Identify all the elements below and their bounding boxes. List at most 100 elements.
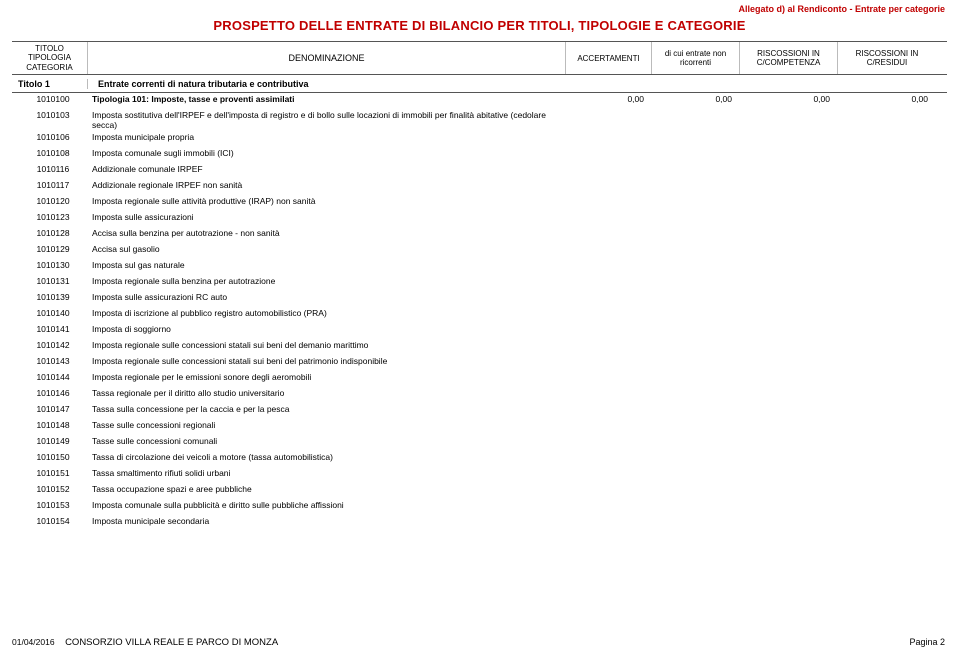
row-riscossioni-competenza: [740, 339, 838, 341]
row-description: Tassa di circolazione dei veicoli a moto…: [88, 451, 566, 463]
footer: 01/04/2016 CONSORZIO VILLA REALE E PARCO…: [12, 637, 945, 648]
row-code: 1010106: [12, 131, 88, 143]
row-entrate-non-ricorrenti: [652, 227, 740, 229]
row-code: 1010140: [12, 307, 88, 319]
table-body: 1010100Tipologia 101: Imposte, tasse e p…: [12, 93, 947, 531]
row-riscossioni-residui: [838, 355, 936, 357]
row-riscossioni-competenza: [740, 243, 838, 245]
row-accertamenti: [566, 387, 652, 389]
row-code: 1010153: [12, 499, 88, 511]
table-row: 1010143Imposta regionale sulle concessio…: [12, 355, 947, 371]
table-row: 1010144Imposta regionale per le emission…: [12, 371, 947, 387]
row-code: 1010131: [12, 275, 88, 287]
row-code: 1010130: [12, 259, 88, 271]
row-description: Imposta sulle assicurazioni: [88, 211, 566, 223]
row-accertamenti: [566, 195, 652, 197]
row-riscossioni-residui: [838, 179, 936, 181]
table-row: 1010153Imposta comunale sulla pubblicità…: [12, 499, 947, 515]
row-entrate-non-ricorrenti: [652, 195, 740, 197]
row-accertamenti: [566, 243, 652, 245]
row-code: 1010147: [12, 403, 88, 415]
row-entrate-non-ricorrenti: [652, 451, 740, 453]
row-description: Accisa sul gasolio: [88, 243, 566, 255]
row-accertamenti: [566, 323, 652, 325]
row-accertamenti: [566, 275, 652, 277]
row-riscossioni-residui: [838, 387, 936, 389]
row-accertamenti: [566, 163, 652, 165]
row-description: Accisa sulla benzina per autotrazione - …: [88, 227, 566, 239]
row-entrate-non-ricorrenti: [652, 387, 740, 389]
row-code: 1010100: [12, 93, 88, 105]
row-riscossioni-residui: [838, 109, 936, 111]
row-accertamenti: [566, 467, 652, 469]
row-description: Imposta sul gas naturale: [88, 259, 566, 271]
row-accertamenti: [566, 403, 652, 405]
row-accertamenti: [566, 307, 652, 309]
row-description: Imposta regionale sulle attività produtt…: [88, 195, 566, 207]
row-entrate-non-ricorrenti: [652, 371, 740, 373]
row-description: Imposta municipale propria: [88, 131, 566, 143]
header-col-entrate: di cui entrate non ricorrenti: [652, 42, 740, 74]
row-riscossioni-competenza: [740, 499, 838, 501]
row-description: Imposta comunale sulla pubblicità e diri…: [88, 499, 566, 511]
row-description: Tipologia 101: Imposte, tasse e proventi…: [88, 93, 566, 105]
header-col-entrate-l2: ricorrenti: [665, 58, 726, 67]
header-col-r2-l2: C/RESIDUI: [856, 58, 919, 67]
table-row: 1010103Imposta sostitutiva dell'IRPEF e …: [12, 109, 947, 131]
page: Allegato d) al Rendiconto - Entrate per …: [0, 0, 959, 654]
row-riscossioni-competenza: [740, 291, 838, 293]
row-entrate-non-ricorrenti: [652, 131, 740, 133]
row-entrate-non-ricorrenti: [652, 275, 740, 277]
row-code: 1010154: [12, 515, 88, 527]
row-riscossioni-residui: [838, 419, 936, 421]
row-entrate-non-ricorrenti: [652, 339, 740, 341]
row-description: Imposta di iscrizione al pubblico regist…: [88, 307, 566, 319]
row-accertamenti: [566, 179, 652, 181]
row-riscossioni-residui: [838, 515, 936, 517]
row-description: Imposta regionale sulle concessioni stat…: [88, 355, 566, 367]
row-description: Tasse sulle concessioni comunali: [88, 435, 566, 447]
header-col-r2-l1: RISCOSSIONI IN: [856, 49, 919, 58]
row-riscossioni-residui: [838, 211, 936, 213]
row-entrate-non-ricorrenti: [652, 259, 740, 261]
row-entrate-non-ricorrenti: [652, 355, 740, 357]
row-accertamenti: [566, 355, 652, 357]
row-riscossioni-competenza: [740, 211, 838, 213]
row-riscossioni-residui: [838, 243, 936, 245]
row-code: 1010128: [12, 227, 88, 239]
header-col-code-l1: TITOLO: [12, 44, 87, 53]
row-code: 1010143: [12, 355, 88, 367]
row-code: 1010148: [12, 419, 88, 431]
footer-page-number: Pagina 2: [909, 637, 945, 647]
header-col-code-l3: CATEGORIA: [12, 63, 87, 72]
row-riscossioni-competenza: [740, 451, 838, 453]
row-riscossioni-competenza: [740, 515, 838, 517]
row-description: Addizionale regionale IRPEF non sanità: [88, 179, 566, 191]
row-entrate-non-ricorrenti: [652, 211, 740, 213]
row-entrate-non-ricorrenti: [652, 323, 740, 325]
row-code: 1010151: [12, 467, 88, 479]
row-riscossioni-competenza: [740, 227, 838, 229]
row-entrate-non-ricorrenti: [652, 291, 740, 293]
table-row: 1010152Tassa occupazione spazi e aree pu…: [12, 483, 947, 499]
row-riscossioni-residui: 0,00: [838, 93, 936, 105]
row-riscossioni-residui: [838, 291, 936, 293]
row-description: Imposta regionale per le emissioni sonor…: [88, 371, 566, 383]
table-row: 1010150Tassa di circolazione dei veicoli…: [12, 451, 947, 467]
header-col-denom: DENOMINAZIONE: [88, 42, 566, 74]
row-description: Tasse sulle concessioni regionali: [88, 419, 566, 431]
header-col-r1-l2: C/COMPETENZA: [757, 58, 821, 67]
row-entrate-non-ricorrenti: [652, 163, 740, 165]
section-code: Titolo 1: [12, 79, 88, 89]
row-riscossioni-competenza: [740, 355, 838, 357]
row-entrate-non-ricorrenti: [652, 403, 740, 405]
row-accertamenti: [566, 259, 652, 261]
row-riscossioni-competenza: [740, 307, 838, 309]
row-code: 1010141: [12, 323, 88, 335]
row-description: Imposta di soggiorno: [88, 323, 566, 335]
table-row: 1010140Imposta di iscrizione al pubblico…: [12, 307, 947, 323]
row-code: 1010144: [12, 371, 88, 383]
header-col-code: TITOLO TIPOLOGIA CATEGORIA: [12, 42, 88, 74]
table-row: 1010130Imposta sul gas naturale: [12, 259, 947, 275]
row-riscossioni-residui: [838, 227, 936, 229]
